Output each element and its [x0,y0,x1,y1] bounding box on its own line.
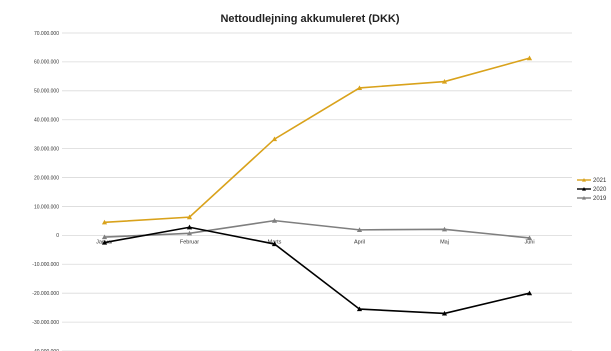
series-line-2021 [104,57,530,224]
data-point-2020 [441,310,448,316]
legend-label: 2019 [593,196,607,202]
y-tick-label: 70.000.000 [34,31,59,37]
x-category-label: Februar [180,239,199,245]
y-tick-label: 30.000.000 [34,146,59,152]
y-tick-label: 40.000.000 [34,118,59,124]
data-point-2019 [271,218,278,223]
legend-item-2019: 2019 [577,196,607,202]
data-point-2019 [526,235,533,241]
legend-item-2020: 2020 [577,187,607,193]
gridlines [62,32,572,351]
y-tick-label: 60.000.000 [34,60,59,66]
data-point-2021 [441,78,448,84]
data-point-2019 [101,234,108,240]
data-point-2019 [186,230,193,236]
x-category-label: Juni [524,239,534,245]
series-2021 [101,55,533,225]
legend: 2021 2020 2019 [577,178,607,202]
y-tick-label: -30.000.000 [32,320,59,326]
legend-label: 2021 [593,178,607,184]
legend-marker [582,196,586,200]
series-line-2019 [104,219,530,239]
data-point-2021 [101,219,108,225]
data-point-2021 [526,55,533,61]
y-tick-label: -20.000.000 [32,291,59,297]
y-tick-label: 0 [56,233,59,239]
data-point-2019 [441,226,448,232]
data-point-2021 [356,85,363,91]
x-category-label: April [354,239,365,245]
data-point-2020 [271,241,278,247]
series-line-2020 [104,226,530,315]
y-tick-label: -40.000.000 [32,349,59,351]
y-tick-label: 10.000.000 [34,204,59,210]
legend-marker [582,178,586,182]
series-2019 [101,218,533,241]
data-point-2020 [356,306,363,312]
data-point-2020 [101,239,108,245]
data-point-2019 [356,227,363,232]
data-point-2021 [186,214,193,220]
data-point-2021 [271,136,278,142]
data-point-2020 [526,290,533,296]
y-axis-tick-labels: 70.000.000 60.000.000 50.000.000 40.000.000… [32,31,59,351]
data-point-2020 [186,224,193,230]
x-category-label: Maj [440,239,449,245]
chart-title: Nettoudlejning akkumuleret (DKK) [220,13,399,25]
legend-label: 2020 [593,187,607,193]
legend-marker [582,187,586,191]
y-tick-label: -10.000.000 [32,262,59,268]
x-axis-category-labels: JanuarFebruarMartsAprilMajJuni [96,239,534,245]
y-tick-label: 50.000.000 [34,89,59,95]
series-lines [101,55,533,316]
series-2020 [101,224,533,316]
legend-item-2021: 2021 [577,178,607,184]
y-tick-label: 20.000.000 [34,175,59,181]
